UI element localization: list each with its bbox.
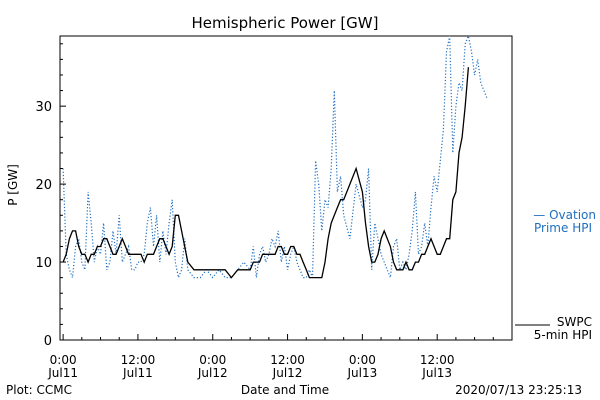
series-layer [62,33,488,280]
plot-frame [59,35,513,341]
x-tick-label: 12:00 [420,353,455,367]
legend-swpc-line2: 5-min HPI [534,328,592,342]
y-tick-label: 10 [35,256,52,271]
legend-ovation-line1: — Ovation [533,208,596,222]
x-tick-label: 0:00 [50,353,77,367]
x-tick-sublabel: Jul12 [197,366,228,380]
legend-swpc-line1: SWPC [557,315,592,329]
x-tick-label: 0:00 [199,353,226,367]
x-tick-sublabel: Jul11 [122,366,153,380]
footer-timestamp: 2020/07/13 23:25:13 [455,383,582,397]
footer-x-axis-label: Date and Time [241,383,329,397]
x-axis-ticks: 0:00Jul1112:00Jul110:00Jul1212:00Jul120:… [47,334,494,380]
ovation-prime-hpi-line [62,33,488,280]
x-tick-label: 12:00 [121,353,156,367]
x-tick-sublabel: Jul13 [421,366,452,380]
y-tick-label: 0 [44,334,52,349]
x-tick-sublabel: Jul11 [47,366,78,380]
x-tick-label: 0:00 [349,353,376,367]
x-tick-sublabel: Jul12 [272,366,303,380]
legend-ovation-line2: Prime HPI [534,221,592,235]
y-axis-label: P [GW] [6,164,20,206]
y-tick-label: 20 [35,178,52,193]
chart-title: Hemispheric Power [GW] [192,14,379,32]
x-tick-sublabel: Jul13 [346,366,377,380]
swpc-hpi-line [62,67,470,279]
y-tick-label: 30 [35,100,52,115]
footer-plot-credit: Plot: CCMC [6,383,72,397]
x-tick-label: 12:00 [270,353,305,367]
y-axis-ticks: 0 10 20 30 [35,43,66,349]
